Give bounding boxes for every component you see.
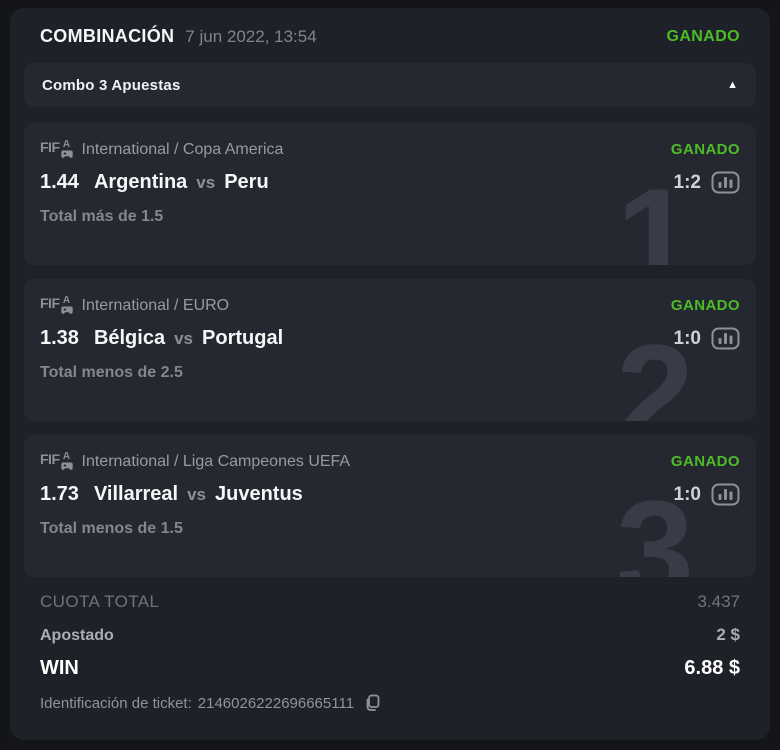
ticket-datetime: 7 jun 2022, 13:54	[185, 26, 317, 46]
market-label: Total menos de 1.5	[40, 520, 183, 537]
bet-status-badge: GANADO	[670, 297, 740, 314]
vs-separator: vs	[196, 172, 216, 192]
away-team: Portugal	[202, 327, 284, 349]
home-team: Argentina	[93, 171, 188, 193]
fifa-esports-icon: FIF A	[40, 296, 73, 315]
bet-card-2: 2 FIF A International / EURO GANADO 1.38…	[24, 279, 756, 421]
combo-label: Combo 3 Apuestas	[42, 76, 181, 94]
stake-value: 2 $	[716, 625, 740, 644]
odds-value: 1.73	[40, 483, 79, 505]
gamepad-icon	[60, 462, 73, 470]
collapse-icon[interactable]: ▲	[727, 78, 738, 91]
bet-status-badge: GANADO	[670, 453, 740, 470]
bar-chart-icon[interactable]	[711, 327, 740, 350]
gamepad-icon	[60, 150, 73, 158]
stake-label: Apostado	[40, 627, 114, 644]
bet-match-row: 1.73 Villarreal vs Juventus 1:0	[40, 483, 740, 506]
league-label: International / Copa America	[81, 140, 284, 158]
bet-top-row: FIF A International / Liga Campeones UEF…	[40, 452, 740, 471]
bet-card-1: 1 FIF A International / Copa America GAN…	[24, 123, 756, 265]
league-label: International / Liga Campeones UEFA	[81, 452, 351, 470]
ticket-status-badge: GANADO	[666, 27, 740, 45]
bet-number-watermark: 3	[616, 471, 694, 578]
bar-chart-icon[interactable]	[711, 171, 740, 194]
odds-value: 1.38	[40, 327, 79, 349]
ticket-header: COMBINACIÓN 7 jun 2022, 13:54 GANADO	[24, 24, 756, 47]
bet-top-row: FIF A International / Copa America GANAD…	[40, 140, 740, 159]
bet-number-watermark: 1	[616, 159, 694, 266]
win-value: 6.88 $	[684, 657, 740, 679]
away-team: Peru	[224, 171, 269, 193]
match-score: 1:2	[673, 171, 701, 193]
bet-top-row: FIF A International / EURO GANADO	[40, 296, 740, 315]
copy-icon[interactable]	[363, 694, 380, 712]
market-label: Total menos de 2.5	[40, 364, 183, 381]
total-odds-row: CUOTA TOTAL 3.437	[40, 592, 740, 612]
match-score: 1:0	[673, 327, 701, 349]
win-label: WIN	[40, 657, 79, 679]
market-label: Total más de 1.5	[40, 208, 164, 225]
vs-separator: vs	[187, 484, 206, 504]
bar-chart-icon[interactable]	[711, 483, 740, 506]
ticket-id-row: Identificación de ticket: 21460262226966…	[40, 694, 740, 712]
away-team: Juventus	[215, 483, 303, 505]
total-odds-value: 3.437	[697, 592, 740, 611]
ticket-summary: CUOTA TOTAL 3.437 Apostado 2 $ WIN 6.88 …	[24, 592, 756, 712]
bet-match-row: 1.44 Argentina vs Peru 1:2	[40, 171, 740, 194]
bet-number-watermark: 2	[616, 315, 694, 422]
ticket-id-label: Identificación de ticket:	[40, 694, 192, 712]
gamepad-icon	[60, 306, 73, 314]
bet-ticket-panel: COMBINACIÓN 7 jun 2022, 13:54 GANADO Com…	[10, 8, 770, 740]
stake-row: Apostado 2 $	[40, 625, 740, 645]
league-label: International / EURO	[81, 296, 230, 314]
ticket-type-label: COMBINACIÓN	[40, 26, 175, 46]
total-odds-label: CUOTA TOTAL	[40, 592, 160, 611]
bet-status-badge: GANADO	[670, 141, 740, 158]
fifa-esports-icon: FIF A	[40, 140, 73, 159]
vs-separator: vs	[174, 328, 194, 348]
match-score: 1:0	[673, 483, 701, 505]
win-row: WIN 6.88 $	[40, 657, 740, 680]
home-team: Villarreal	[93, 483, 179, 505]
ticket-id-value: 2146026222696665111	[197, 694, 355, 712]
bet-match-row: 1.38 Bélgica vs Portugal 1:0	[40, 327, 740, 350]
bet-card-3: 3 FIF A International / Liga Campeones U…	[24, 435, 756, 577]
fifa-esports-icon: FIF A	[40, 452, 73, 471]
home-team: Bélgica	[93, 327, 166, 349]
combo-summary-row[interactable]: Combo 3 Apuestas ▲	[24, 63, 756, 107]
odds-value: 1.44	[40, 171, 79, 193]
